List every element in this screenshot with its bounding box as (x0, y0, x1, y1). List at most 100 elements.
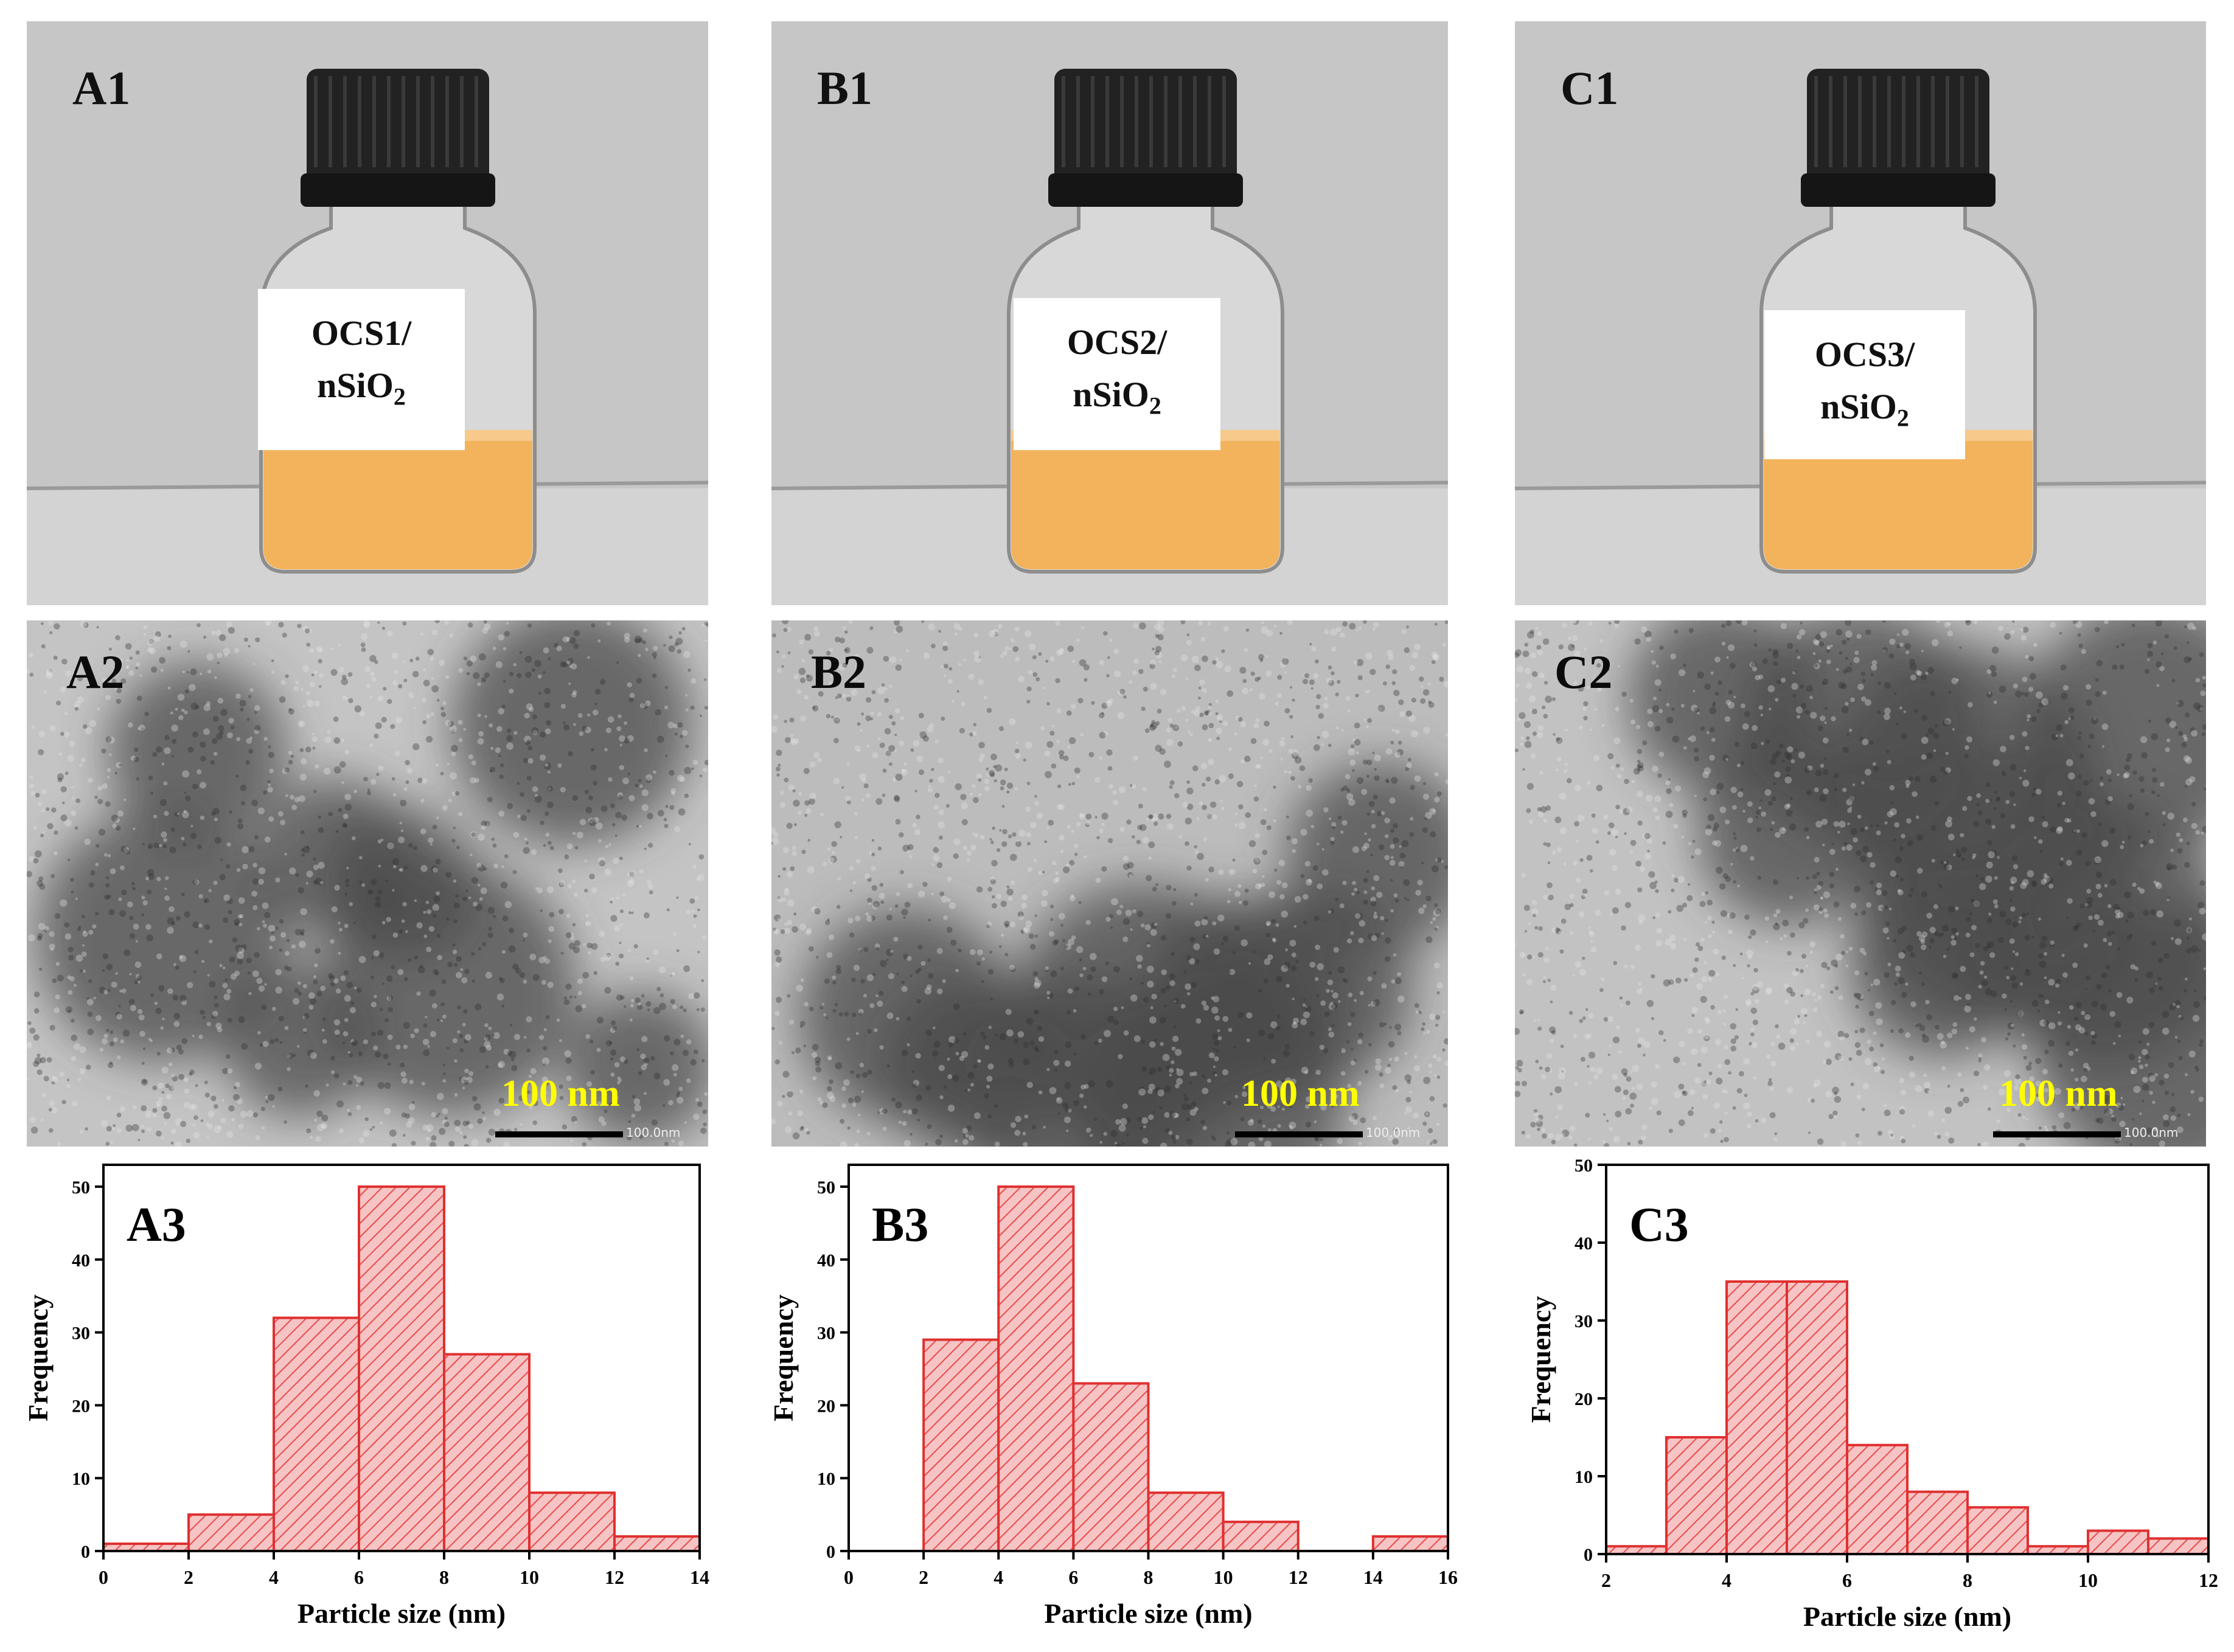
speckle (1846, 799, 1853, 806)
speckle (61, 1100, 66, 1105)
speckle (1321, 848, 1324, 851)
speckle (1783, 934, 1787, 938)
speckle (1557, 740, 1562, 744)
speckle (1345, 695, 1351, 701)
speckle (1772, 648, 1779, 655)
speckle (874, 1028, 878, 1032)
speckle (272, 1105, 275, 1108)
speckle (206, 1122, 209, 1126)
speckle (1654, 880, 1658, 884)
speckle (1099, 828, 1104, 833)
speckle (220, 858, 223, 861)
speckle (1852, 783, 1856, 786)
speckle (1877, 1131, 1882, 1136)
speckle (1985, 782, 1991, 788)
speckle (185, 795, 191, 802)
speckle (254, 725, 261, 731)
speckle (341, 738, 345, 743)
speckle (958, 948, 962, 953)
speckle (772, 633, 776, 637)
speckle (1350, 1012, 1355, 1017)
speckle (105, 883, 110, 888)
speckle (456, 845, 460, 850)
speckle (1813, 904, 1820, 911)
speckle (1711, 840, 1717, 846)
speckle (335, 988, 341, 994)
speckle (426, 946, 432, 953)
aggregate-blob (2025, 620, 2206, 851)
speckle (1524, 741, 1532, 748)
speckle (546, 801, 554, 808)
speckle (549, 845, 554, 850)
speckle (776, 773, 780, 777)
speckle (2065, 916, 2069, 920)
speckle (331, 906, 338, 912)
speckle (2177, 1126, 2184, 1133)
speckle (644, 700, 651, 707)
speckle (920, 960, 926, 966)
speckle (2101, 723, 2109, 731)
speckle (200, 1119, 204, 1122)
speckle (2186, 927, 2193, 934)
speckle (938, 821, 945, 828)
speckle (1047, 996, 1050, 999)
speckle (1919, 1024, 1926, 1031)
speckle (1239, 667, 1247, 674)
speckle (1337, 815, 1342, 820)
speckle (192, 731, 199, 738)
speckle (1526, 808, 1531, 813)
speckle (1836, 629, 1843, 636)
speckle (1246, 1038, 1250, 1043)
speckle (809, 761, 816, 768)
speckle (1637, 762, 1644, 769)
speckle (1294, 896, 1301, 903)
speckle (1010, 880, 1015, 886)
speckle (301, 853, 305, 857)
speckle (858, 1008, 864, 1015)
speckle (364, 1117, 369, 1122)
speckle (1266, 922, 1270, 926)
speckle (2195, 830, 2201, 835)
speckle (914, 829, 921, 836)
speckle (1638, 1139, 1643, 1145)
speckle (817, 757, 822, 763)
speckle (401, 919, 405, 923)
speckle (74, 706, 79, 711)
speckle (344, 803, 352, 811)
vial-photo-b1: B1 OCS2/nSiO2 (771, 21, 1448, 605)
speckle (458, 668, 464, 673)
speckle (1857, 994, 1865, 1001)
speckle (275, 926, 279, 930)
speckle (1286, 815, 1289, 819)
speckle (784, 928, 791, 934)
speckle (620, 995, 625, 1000)
speckle (1185, 718, 1189, 722)
speckle (1630, 1103, 1634, 1108)
speckle (777, 897, 783, 903)
speckle (1889, 1134, 1895, 1140)
speckle (1146, 943, 1150, 948)
speckle (683, 965, 691, 973)
speckle (1207, 710, 1211, 713)
speckle (1391, 777, 1398, 784)
speckle (916, 814, 920, 820)
speckle (423, 934, 428, 939)
speckle (1250, 672, 1255, 676)
speckle (265, 1095, 268, 1099)
speckle (1071, 704, 1076, 709)
speckle (1185, 983, 1192, 990)
speckle (1186, 955, 1192, 961)
speckle (237, 818, 243, 824)
speckle (1155, 883, 1158, 887)
speckle (187, 746, 194, 753)
speckle (134, 747, 139, 752)
speckle (1176, 1068, 1179, 1071)
speckle (774, 962, 781, 967)
speckle (1655, 664, 1659, 668)
speckle (877, 712, 882, 717)
speckle (2035, 1080, 2042, 1087)
speckle (1442, 642, 1446, 647)
speckle (780, 791, 784, 795)
speckle (1405, 766, 1410, 771)
speckle (226, 842, 231, 847)
